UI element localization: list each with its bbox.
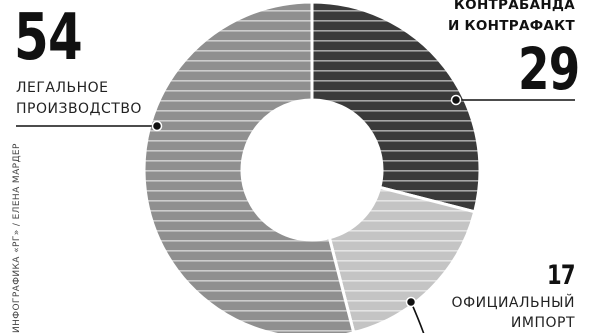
category-label-legal-line1: ЛЕГАЛЬНОЕ [16, 80, 109, 96]
slice-stripes-import [329, 187, 475, 333]
category-label-contraband-line2: И КОНТРАФАКТ [447, 18, 575, 34]
value-label-contraband: 29 [518, 35, 580, 103]
leader-dot-legal [151, 120, 163, 132]
category-label-contraband-line1: КОНТРАБАНДА [453, 0, 575, 13]
value-label-import: 17 [547, 260, 576, 291]
leader-dot-contraband [450, 94, 462, 106]
slice-stripes-contraband [312, 2, 481, 212]
leader-dot-import [405, 296, 417, 308]
category-label-import-line2: ИМПОРТ [510, 315, 575, 331]
slice-stripes-legal [144, 2, 354, 333]
credit-text: ИНФОГРАФИКА «РГ» / ЕЛЕНА МАРДЕР [12, 143, 22, 333]
category-label-legal-line2: ПРОИЗВОДСТВО [16, 101, 142, 117]
value-label-legal: 54 [14, 1, 83, 75]
category-label-import-line1: ОФИЦИАЛЬНЫЙ [451, 295, 575, 311]
